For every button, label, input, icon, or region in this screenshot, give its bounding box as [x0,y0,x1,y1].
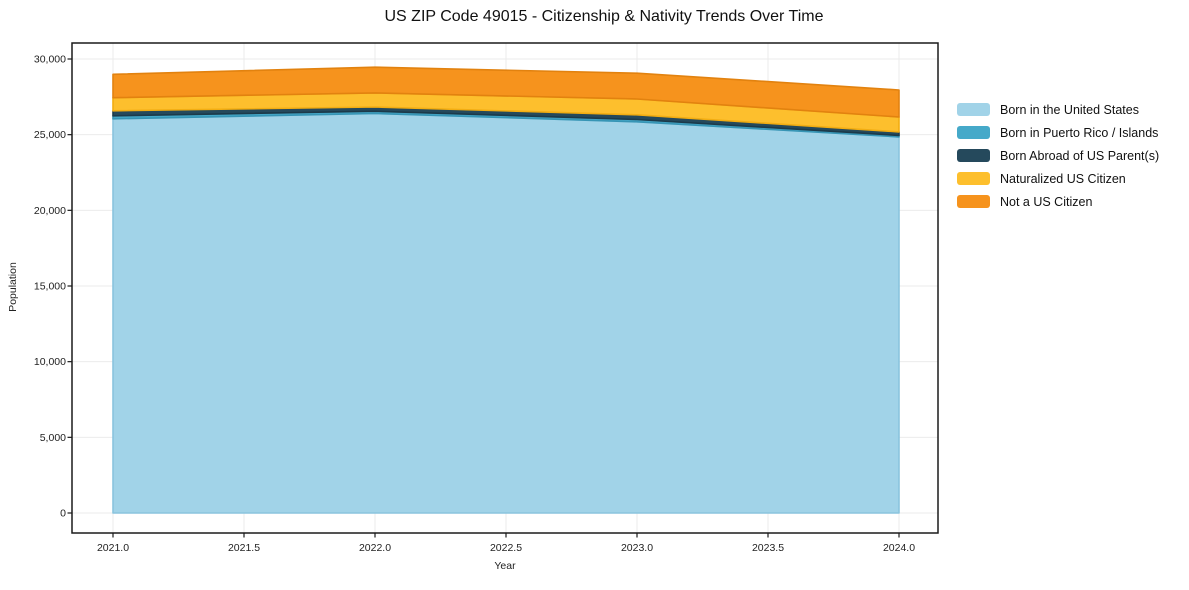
x-axis-label: Year [494,560,516,572]
x-tick-label: 2022.5 [490,542,522,554]
y-tick-label: 10,000 [34,356,66,368]
chart-title: US ZIP Code 49015 - Citizenship & Nativi… [384,8,824,25]
y-tick-label: 30,000 [34,54,66,66]
x-tick-label: 2021.5 [228,542,260,554]
legend-swatch-icon [957,195,990,208]
x-tick-label: 2024.0 [883,542,915,554]
legend-swatch-icon [957,103,990,116]
legend-item-born-in-puerto-rico-islands: Born in Puerto Rico / Islands [957,125,1159,140]
legend-item-born-in-the-united-states: Born in the United States [957,102,1159,117]
y-tick-label: 25,000 [34,129,66,141]
area-born-in-the-united-states [112,112,900,514]
x-tick-label: 2023.0 [621,542,653,554]
legend-label: Born in the United States [1000,102,1139,117]
area-not-a-us-citizen [112,66,900,118]
legend: Born in the United States Born in Puerto … [957,102,1160,209]
x-tick-label: 2023.5 [752,542,784,554]
x-tick-label: 2021.0 [97,542,129,554]
legend-swatch-icon [957,172,990,185]
legend-item-born-abroad-of-us-parent-s: Born Abroad of US Parent(s) [957,148,1160,163]
y-tick-label: 0 [60,508,66,520]
legend-label: Not a US Citizen [1000,194,1093,209]
legend-item-not-a-us-citizen: Not a US Citizen [957,194,1159,209]
legend-label: Born Abroad of US Parent(s) [1000,148,1160,163]
y-tick-label: 20,000 [34,205,66,217]
legend-swatch-icon [957,126,990,139]
x-tick-label: 2022.0 [359,542,391,554]
plot-frame [71,42,939,534]
legend-label: Born in Puerto Rico / Islands [1000,125,1159,140]
y-tick-label: 15,000 [34,281,66,293]
y-tick-label: 5,000 [40,432,66,444]
legend-swatch-icon [957,149,990,162]
legend-item-naturalized-us-citizen: Naturalized US Citizen [957,171,1159,186]
legend-label: Naturalized US Citizen [1000,171,1126,186]
